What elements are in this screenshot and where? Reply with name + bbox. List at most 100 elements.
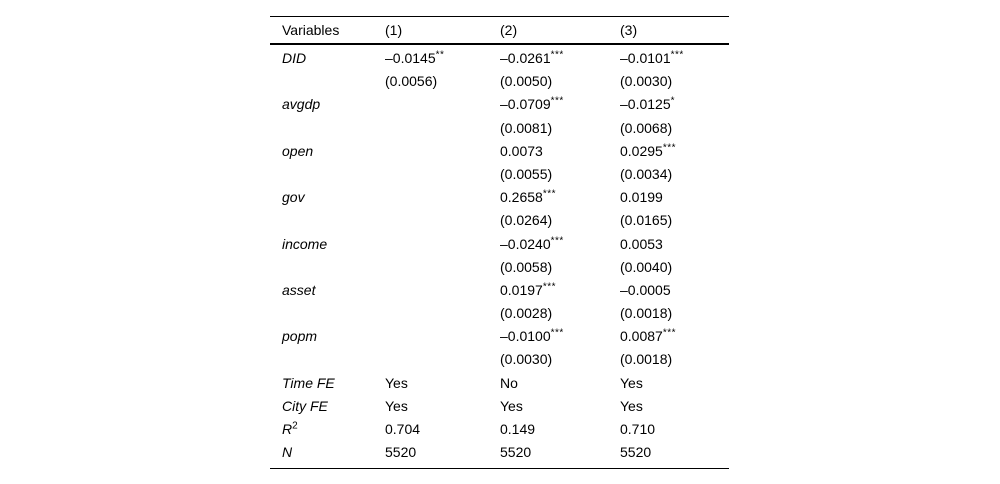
cell-value: –0.0125 <box>620 96 671 113</box>
row-label-text: income <box>282 235 328 252</box>
table-row: City FE Yes Yes Yes <box>270 395 729 418</box>
cell-value: 0.2658 <box>500 189 543 206</box>
table-cell: –0.0125* <box>620 93 729 116</box>
table-cell: Yes <box>385 372 500 395</box>
table-row: (0.0055) (0.0034) <box>270 163 729 186</box>
cell-value: –0.0145 <box>385 50 436 66</box>
table-cell: (0.0058) <box>500 256 620 279</box>
table-cell <box>385 117 500 140</box>
cell-value: –0.0101 <box>620 50 671 66</box>
table-cell: (0.0056) <box>385 70 500 93</box>
significance-stars: *** <box>542 281 557 293</box>
cell-value: (0.0058) <box>500 258 553 275</box>
cell-value: –0.0261 <box>500 50 551 66</box>
table-row: Time FE Yes No Yes <box>270 372 729 395</box>
table-cell <box>385 163 500 186</box>
cell-value: 0.0199 <box>620 189 663 206</box>
cell-value: 0.149 <box>500 421 536 437</box>
table-cell <box>385 302 500 325</box>
table-cell <box>385 140 500 163</box>
row-label: Time FE <box>270 372 385 395</box>
row-label: N <box>270 441 385 464</box>
cell-value: (0.0165) <box>620 212 673 229</box>
table-cell: –0.0145** <box>385 47 500 70</box>
row-label-text: popm <box>282 328 318 345</box>
significance-stars: * <box>670 95 676 107</box>
cell-value: (0.0018) <box>620 351 673 368</box>
cell-value: (0.0028) <box>500 305 553 322</box>
significance-stars: *** <box>670 49 684 61</box>
table-cell: 0.704 <box>385 418 500 441</box>
table-cell: 5520 <box>385 441 500 464</box>
table-cell: (0.0264) <box>500 209 620 232</box>
table-cell: –0.0709*** <box>500 93 620 116</box>
row-label: gov <box>270 186 385 209</box>
table-cell: 0.0073 <box>500 140 620 163</box>
table-cell: No <box>500 372 620 395</box>
row-label-text: N <box>282 444 293 461</box>
table-cell: Yes <box>500 395 620 418</box>
cell-value: Yes <box>620 397 643 414</box>
table-cell: –0.0240*** <box>500 233 620 256</box>
table-cell: (0.0040) <box>620 256 729 279</box>
table-row: (0.0264) (0.0165) <box>270 209 729 232</box>
cell-value: 0.0053 <box>620 235 663 252</box>
cell-value: (0.0034) <box>620 165 673 182</box>
row-label <box>270 163 385 186</box>
table-cell: Yes <box>620 372 729 395</box>
table-cell: 0.2658*** <box>500 186 620 209</box>
table-cell: 0.0295*** <box>620 140 729 163</box>
table-cell: 5520 <box>620 441 729 464</box>
row-label <box>270 70 385 93</box>
column-header-variables: Variables <box>282 22 340 38</box>
table-cell <box>385 279 500 302</box>
table-cell: 0.710 <box>620 418 729 441</box>
table-cell <box>385 93 500 116</box>
row-label: asset <box>270 279 385 302</box>
cell-value: 0.710 <box>620 421 656 437</box>
column-header-model-3: (3) <box>620 22 638 38</box>
table-row: (0.0056) (0.0050) (0.0030) <box>270 70 729 93</box>
cell-value: –0.0240 <box>500 235 551 252</box>
row-label-text: gov <box>282 189 305 206</box>
table-row: popm –0.0100*** 0.0087*** <box>270 325 729 348</box>
table-cell: –0.0101*** <box>620 47 729 70</box>
cell-value: (0.0050) <box>500 73 553 90</box>
row-label: City FE <box>270 395 385 418</box>
table-cell: 0.149 <box>500 418 620 441</box>
cell-value: No <box>500 374 518 391</box>
table-cell: (0.0030) <box>500 348 620 371</box>
significance-stars: ** <box>435 49 445 61</box>
row-label-text: asset <box>282 281 316 298</box>
cell-value: 0.0197 <box>500 281 543 298</box>
cell-value: 0.0295 <box>620 142 663 159</box>
table-cell: 0.0053 <box>620 233 729 256</box>
table-body: DID –0.0145** –0.0261*** –0.0101*** (0.0056)… <box>270 45 729 470</box>
table-row: R2 0.704 0.149 0.710 <box>270 418 729 441</box>
table-cell: –0.0261*** <box>500 47 620 70</box>
table-row: avgdp –0.0709*** –0.0125* <box>270 93 729 116</box>
row-label: avgdp <box>270 93 385 116</box>
row-label: open <box>270 140 385 163</box>
row-label-text: R <box>282 421 293 437</box>
cell-value: (0.0030) <box>620 73 673 90</box>
cell-value: (0.0040) <box>620 258 673 275</box>
cell-value: Yes <box>500 397 523 414</box>
row-label: DID <box>270 47 385 70</box>
row-label-text: Time FE <box>282 374 335 391</box>
significance-stars: *** <box>550 49 564 61</box>
row-label: popm <box>270 325 385 348</box>
label-superscript: 2 <box>292 420 298 432</box>
table-cell: (0.0081) <box>500 117 620 140</box>
row-label <box>270 117 385 140</box>
table-row: asset 0.0197*** –0.0005 <box>270 279 729 302</box>
table-row: (0.0028) (0.0018) <box>270 302 729 325</box>
table-cell <box>385 348 500 371</box>
significance-stars: *** <box>662 142 677 154</box>
row-label-text: DID <box>282 50 307 66</box>
cell-value: Yes <box>385 374 408 391</box>
row-label: R2 <box>270 418 385 441</box>
row-label <box>270 209 385 232</box>
cell-value: –0.0005 <box>620 281 671 298</box>
